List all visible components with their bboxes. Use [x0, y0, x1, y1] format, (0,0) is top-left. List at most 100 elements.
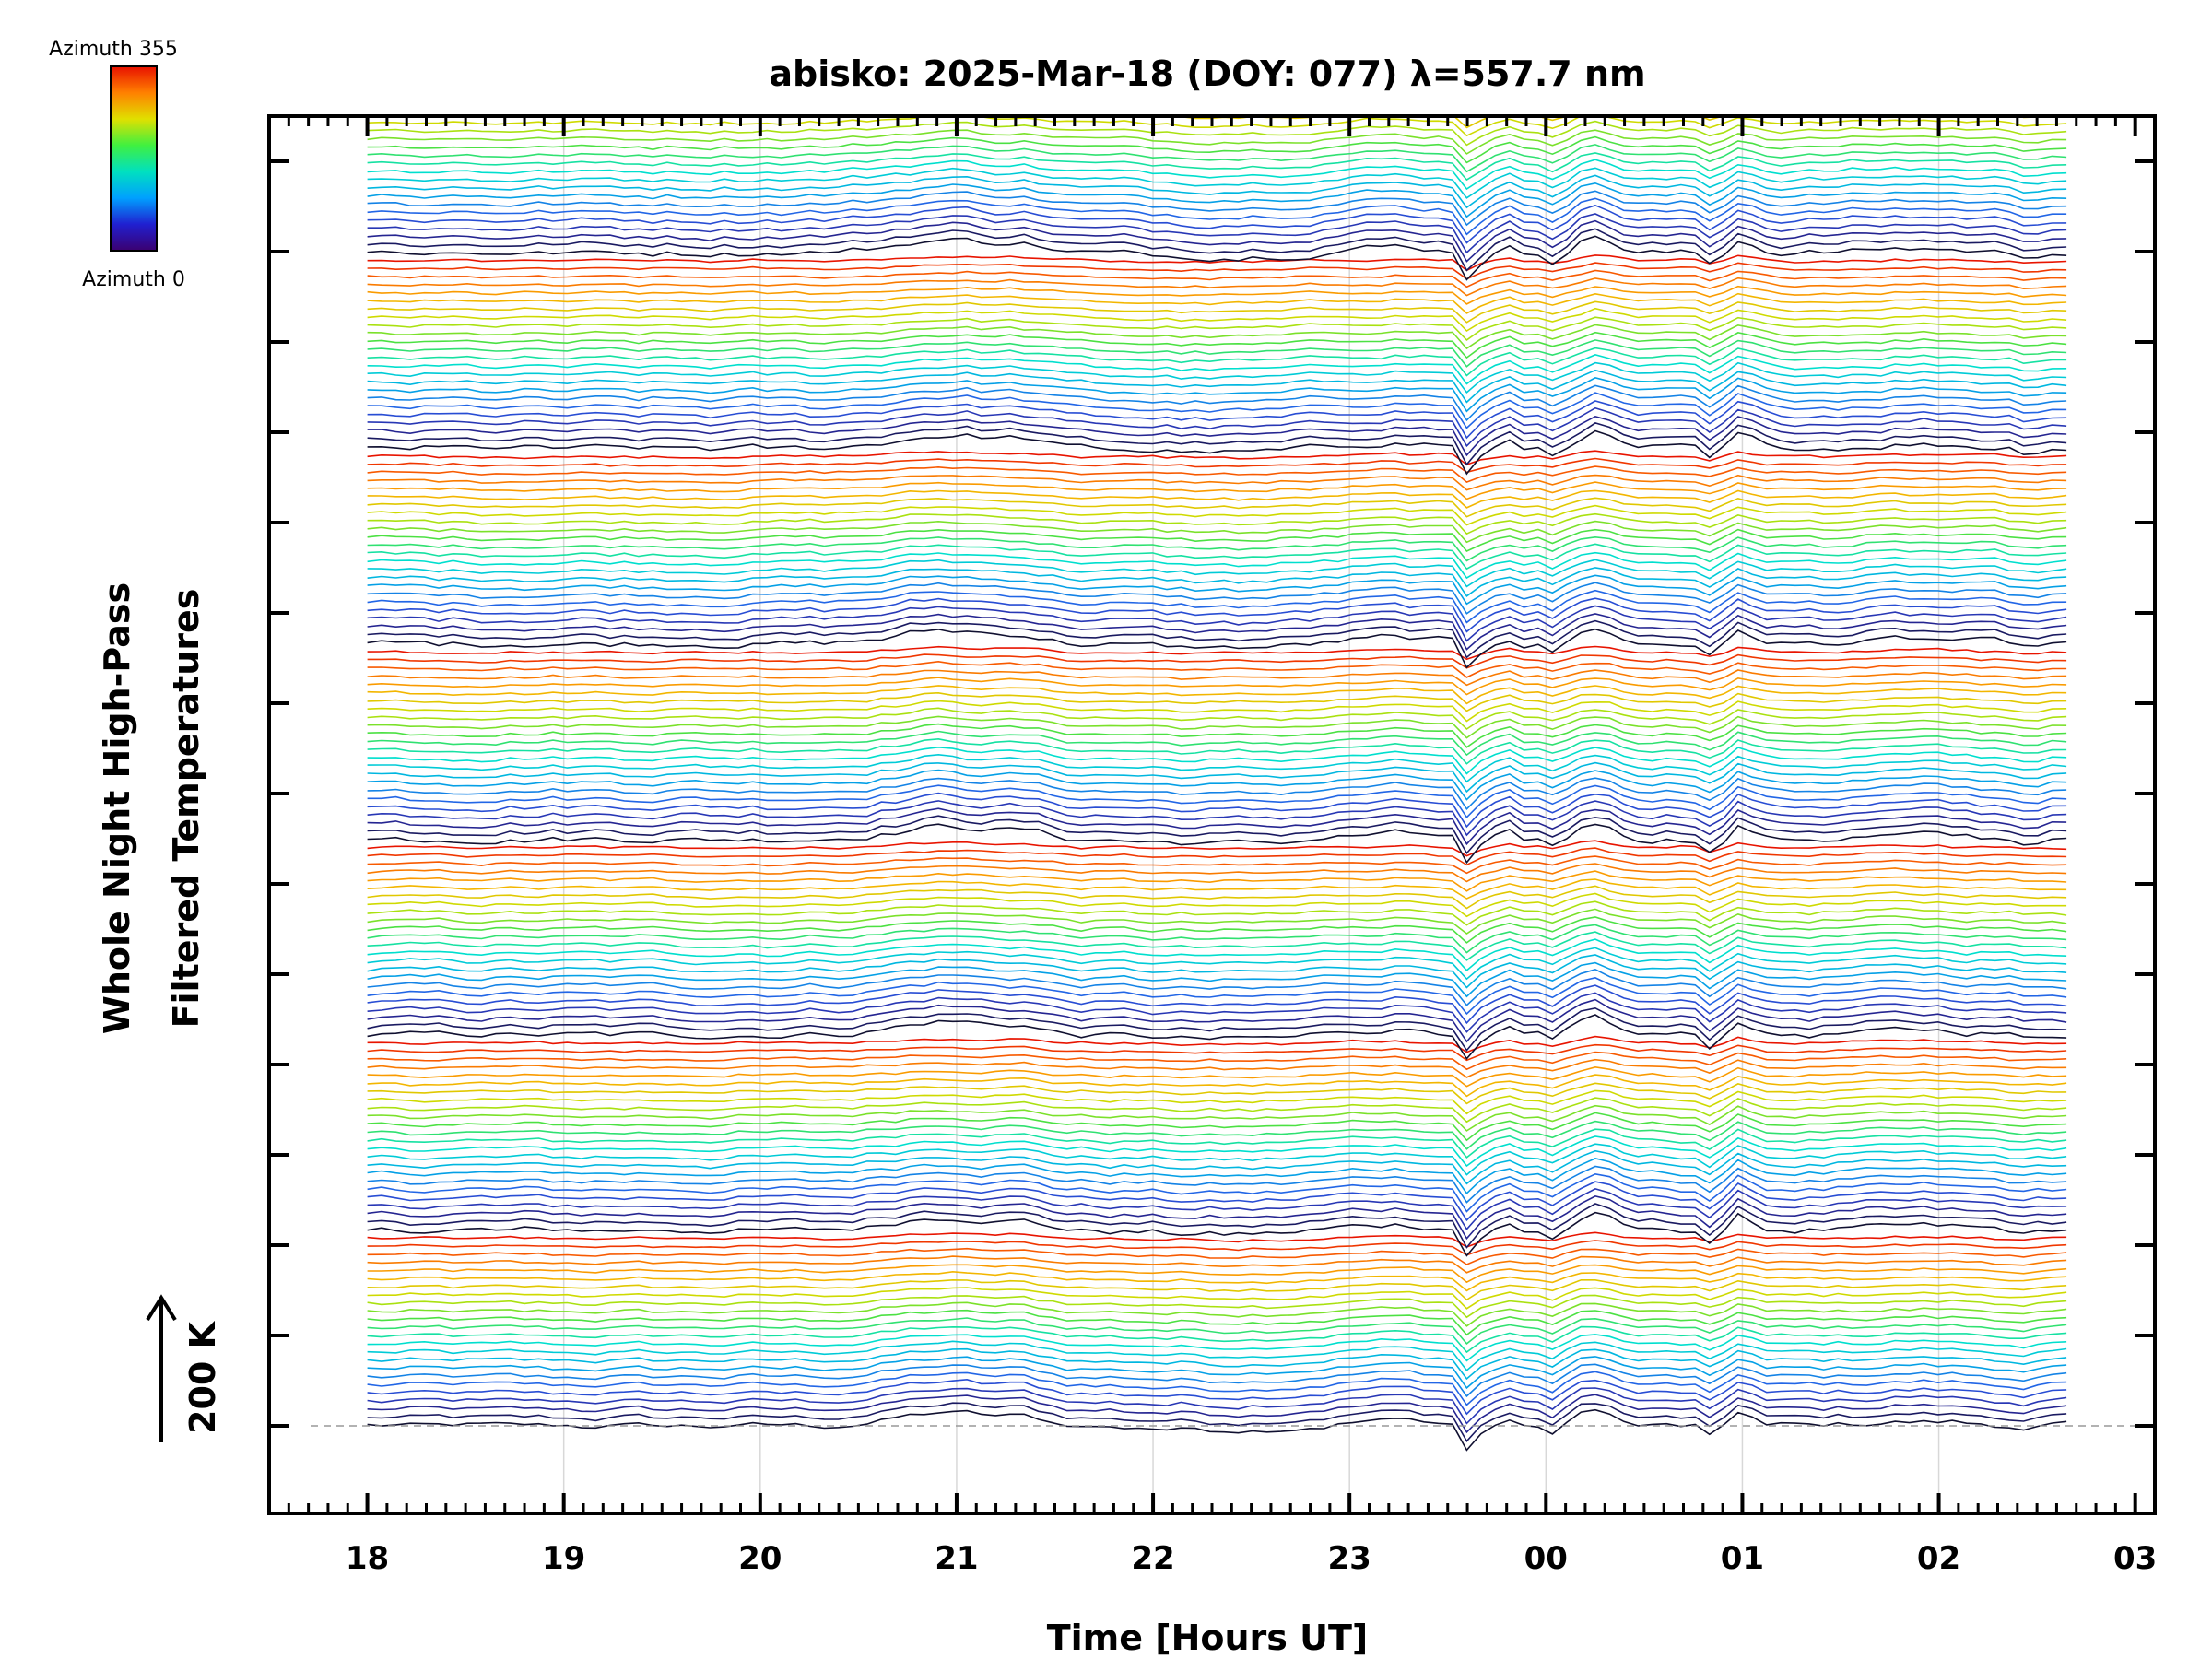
- x-tick-label: 03: [2113, 1540, 2157, 1577]
- azimuth-curve: [367, 777, 2067, 811]
- x-tick-label: 01: [1721, 1540, 1764, 1577]
- azimuth-curve: [367, 213, 2067, 254]
- azimuth-curve: [367, 1387, 2067, 1425]
- azimuth-curve: [367, 1006, 2067, 1052]
- azimuth-curve: [367, 807, 2067, 846]
- azimuth-curve: [367, 660, 2067, 678]
- azimuth-curve: [367, 1270, 2067, 1292]
- azimuth-curve: [367, 392, 2067, 429]
- azimuth-curve: [367, 497, 2067, 518]
- azimuth-curve: [367, 815, 2067, 854]
- azimuth-curve: [367, 1065, 2067, 1088]
- azimuth-curve: [367, 422, 2067, 466]
- azimuth-curve: [367, 450, 2067, 465]
- azimuth-curve: [367, 840, 2067, 857]
- azimuth-curve: [367, 685, 2067, 705]
- x-tick-label: 19: [542, 1540, 585, 1577]
- azimuth-curve: [367, 700, 2067, 723]
- azimuth-curve: [367, 954, 2067, 989]
- colorbar: [110, 65, 158, 252]
- azimuth-curve: [367, 1043, 2067, 1062]
- azimuth-curve: [367, 197, 2067, 236]
- azimuth-curve: [367, 847, 2067, 866]
- azimuth-curve: [367, 535, 2067, 562]
- azimuth-curve: [367, 1378, 2067, 1416]
- curves: [311, 116, 2155, 1452]
- azimuth-curve: [367, 481, 2067, 500]
- azimuth-curve: [367, 1325, 2067, 1354]
- azimuth-curve: [367, 1074, 2067, 1098]
- azimuth-curve: [367, 998, 2067, 1043]
- azimuth-curve: [367, 1278, 2067, 1301]
- y-axis-label-line2: Filtered Temperatures: [166, 589, 206, 1029]
- azimuth-curve: [367, 551, 2067, 580]
- azimuth-curve: [367, 855, 2067, 875]
- azimuth-curve: [367, 292, 2067, 314]
- azimuth-curve: [367, 1211, 2067, 1257]
- azimuth-curve: [367, 429, 2067, 476]
- azimuth-curve: [367, 235, 2067, 281]
- azimuth-curve: [367, 938, 2067, 972]
- x-tick-labels: 18 19 20 21 22 23 00 01 02 03: [346, 1540, 2157, 1577]
- y-axis-label-line1: Whole Night High-Pass: [97, 582, 137, 1034]
- azimuth-curve: [367, 543, 2067, 571]
- azimuth-curve: [367, 1089, 2067, 1115]
- azimuth-curve: [367, 400, 2067, 440]
- colorbar-top-label: Azimuth 355: [49, 38, 178, 61]
- azimuth-curve: [367, 354, 2067, 385]
- azimuth-curve: [367, 761, 2067, 794]
- azimuth-curve: [367, 1347, 2067, 1381]
- azimuth-curve: [367, 228, 2067, 272]
- azimuth-curve: [367, 152, 2067, 182]
- azimuth-curve: [367, 1334, 2067, 1362]
- x-tick-label: 00: [1524, 1540, 1568, 1577]
- colorbar-bottom-label: Azimuth 0: [82, 268, 185, 291]
- azimuth-curve: [367, 204, 2067, 244]
- azimuth-curve: [367, 324, 2067, 350]
- azimuth-curve: [367, 167, 2067, 199]
- azimuth-curve: [367, 1301, 2067, 1327]
- azimuth-curve: [367, 892, 2067, 918]
- azimuth-curve: [367, 908, 2067, 935]
- azimuth-curve: [367, 474, 2067, 491]
- azimuth-curve: [367, 992, 2067, 1033]
- x-tick-label: 20: [738, 1540, 782, 1577]
- azimuth-curve: [367, 605, 2067, 642]
- x-tick-label: 18: [346, 1540, 389, 1577]
- azimuth-curve: [367, 300, 2067, 324]
- azimuth-curve: [367, 582, 2067, 615]
- azimuth-curve: [367, 1287, 2067, 1310]
- azimuth-curve: [367, 361, 2067, 394]
- azimuth-curve: [367, 339, 2067, 368]
- azimuth-curve: [367, 1082, 2067, 1105]
- azimuth-curve: [367, 715, 2067, 739]
- azimuth-curve: [367, 489, 2067, 509]
- azimuth-curve: [367, 135, 2067, 164]
- azimuth-curve: [367, 1158, 2067, 1195]
- scale-bar-label: 200 K: [182, 1320, 223, 1434]
- azimuth-curve: [367, 737, 2067, 765]
- azimuth-curve: [367, 528, 2067, 552]
- azimuth-curve: [367, 900, 2067, 926]
- azimuth-curve: [367, 597, 2067, 633]
- azimuth-curve: [367, 707, 2067, 731]
- plot-frame: [267, 114, 2157, 1515]
- azimuth-curve: [367, 574, 2067, 606]
- azimuth-curve: [367, 520, 2067, 544]
- azimuth-curve: [367, 645, 2067, 661]
- azimuth-curve: [367, 1181, 2067, 1222]
- azimuth-curve: [367, 144, 2067, 173]
- azimuth-curve: [367, 746, 2067, 775]
- azimuth-curve: [367, 691, 2067, 712]
- azimuth-curve: [367, 792, 2067, 829]
- azimuth-curve: [367, 1340, 2067, 1372]
- azimuth-curve: [367, 669, 2067, 687]
- azimuth-curve: [367, 1402, 2067, 1442]
- chart-title: abisko: 2025-Mar-18 (DOY: 077) λ=557.7 n…: [769, 53, 1645, 94]
- azimuth-curve: [367, 262, 2067, 280]
- azimuth-curve: [367, 159, 2067, 191]
- azimuth-curve: [367, 1120, 2067, 1150]
- azimuth-curve: [367, 947, 2067, 981]
- azimuth-curve: [367, 1356, 2067, 1390]
